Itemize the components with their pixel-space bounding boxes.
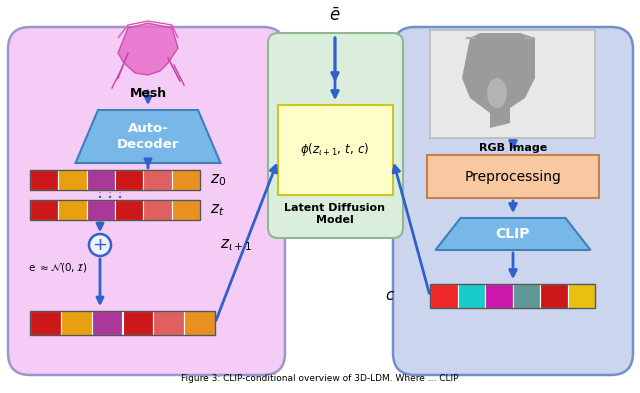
Bar xyxy=(30,200,58,220)
Bar xyxy=(143,170,172,190)
Bar xyxy=(115,170,143,190)
Bar xyxy=(86,170,115,190)
Bar xyxy=(172,200,200,220)
Bar xyxy=(485,284,513,308)
Bar xyxy=(30,200,200,220)
Bar xyxy=(92,311,122,335)
Bar xyxy=(458,284,485,308)
Bar xyxy=(172,170,200,190)
Text: Mesh: Mesh xyxy=(129,87,166,100)
Bar xyxy=(430,30,595,138)
Text: CLIP: CLIP xyxy=(496,227,531,241)
Text: $z_t$: $z_t$ xyxy=(210,202,225,218)
Text: Auto-
Decoder: Auto- Decoder xyxy=(117,123,179,151)
Circle shape xyxy=(89,234,111,256)
Bar xyxy=(58,170,86,190)
Bar xyxy=(430,284,595,308)
FancyBboxPatch shape xyxy=(393,27,633,375)
Ellipse shape xyxy=(487,78,507,108)
Bar xyxy=(30,170,58,190)
Bar xyxy=(86,200,115,220)
Polygon shape xyxy=(76,110,221,163)
Bar xyxy=(30,311,61,335)
FancyBboxPatch shape xyxy=(8,27,285,375)
Bar xyxy=(568,284,595,308)
Bar xyxy=(427,155,599,198)
Text: $\phi(z_{\iota+1},\, t,\, c)$: $\phi(z_{\iota+1},\, t,\, c)$ xyxy=(300,141,370,158)
Text: $c$: $c$ xyxy=(385,288,395,303)
Bar xyxy=(513,284,540,308)
Text: RGB Image: RGB Image xyxy=(479,143,547,153)
Bar xyxy=(154,311,184,335)
Bar xyxy=(143,200,172,220)
Bar xyxy=(278,105,393,195)
Bar xyxy=(30,170,200,190)
Text: $\bar{e}$: $\bar{e}$ xyxy=(329,7,340,25)
Bar xyxy=(30,311,215,335)
Bar xyxy=(430,284,458,308)
FancyBboxPatch shape xyxy=(268,33,403,238)
Bar xyxy=(122,311,154,335)
Bar xyxy=(61,311,92,335)
Text: +: + xyxy=(93,236,108,254)
Text: Figure 3: CLIP-conditional overview of 3D-LDM. Where ... CLIP: Figure 3: CLIP-conditional overview of 3… xyxy=(181,374,459,383)
Text: Preprocessing: Preprocessing xyxy=(465,170,561,184)
Text: e $\approx \mathcal{N}(0,\mathcal{I})$: e $\approx \mathcal{N}(0,\mathcal{I})$ xyxy=(28,261,88,274)
Polygon shape xyxy=(435,218,591,250)
Bar xyxy=(540,284,568,308)
Polygon shape xyxy=(462,33,535,128)
Bar xyxy=(58,200,86,220)
Text: $z_0$: $z_0$ xyxy=(210,172,226,188)
Text: $z_{\iota+1}$: $z_{\iota+1}$ xyxy=(220,237,253,253)
Polygon shape xyxy=(118,23,178,75)
Text: Latent Diffusion
Model: Latent Diffusion Model xyxy=(285,203,385,225)
Bar xyxy=(115,200,143,220)
Bar xyxy=(184,311,215,335)
